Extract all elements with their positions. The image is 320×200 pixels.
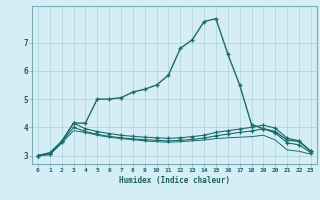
X-axis label: Humidex (Indice chaleur): Humidex (Indice chaleur) — [119, 176, 230, 185]
